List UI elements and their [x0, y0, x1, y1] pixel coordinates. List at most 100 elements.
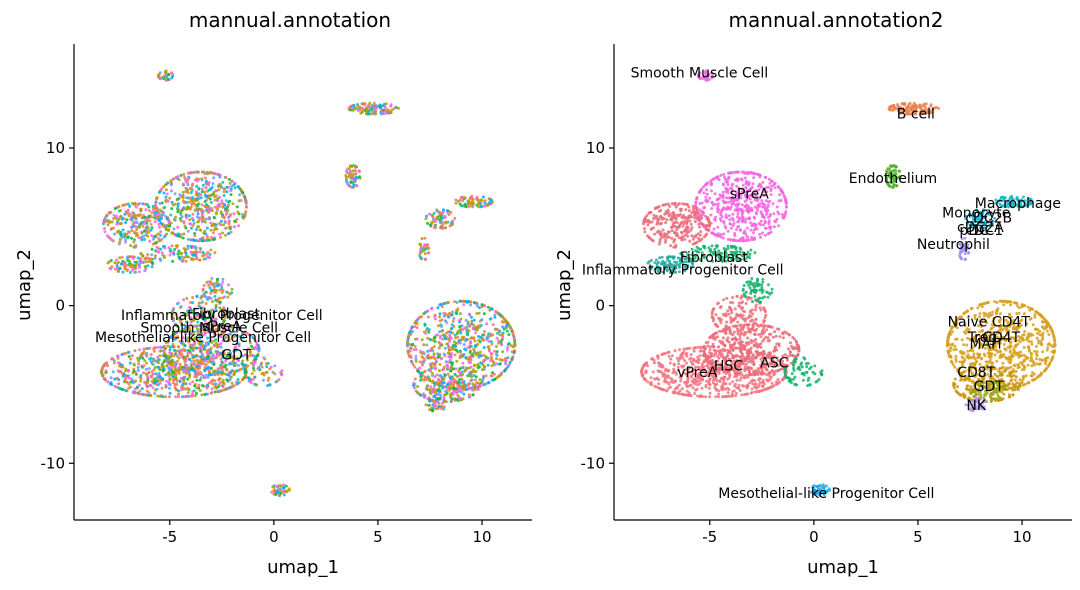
- data-point: [230, 291, 234, 295]
- data-point: [174, 373, 178, 377]
- data-point: [444, 389, 447, 393]
- data-point: [458, 385, 462, 388]
- data-point: [177, 249, 181, 253]
- data-point: [407, 333, 411, 336]
- data-point: [177, 371, 181, 375]
- data-point: [168, 345, 172, 349]
- data-point: [196, 372, 200, 376]
- data-point: [108, 382, 112, 386]
- data-point: [768, 339, 771, 342]
- data-point: [204, 302, 208, 305]
- data-point: [185, 364, 189, 367]
- data-point: [226, 386, 230, 390]
- data-point: [758, 306, 762, 310]
- data-point: [498, 358, 502, 361]
- data-point: [442, 407, 446, 411]
- data-point: [453, 344, 457, 348]
- data-point: [179, 305, 183, 309]
- data-point: [761, 388, 765, 392]
- data-point: [173, 337, 177, 341]
- data-point: [493, 313, 497, 317]
- data-point: [438, 336, 442, 340]
- data-point: [470, 315, 473, 319]
- data-point: [433, 384, 436, 388]
- data-point: [454, 367, 458, 371]
- data-point: [424, 378, 427, 382]
- data-point: [722, 395, 726, 399]
- data-point: [251, 336, 255, 339]
- data-point: [164, 228, 168, 232]
- data-point: [140, 261, 143, 264]
- data-point: [254, 383, 258, 387]
- data-point: [174, 349, 178, 353]
- data-point: [147, 367, 151, 371]
- data-point: [171, 375, 175, 379]
- data-point: [151, 362, 155, 366]
- data-point: [183, 358, 186, 362]
- data-point: [106, 364, 110, 368]
- data-point: [171, 231, 175, 235]
- data-point: [483, 199, 487, 203]
- data-point: [199, 296, 203, 300]
- data-point: [505, 323, 509, 327]
- data-point: [689, 360, 693, 364]
- data-point: [170, 315, 174, 319]
- data-point: [134, 260, 138, 264]
- data-point: [159, 213, 163, 217]
- panel-title: mannual.annotation2: [729, 8, 944, 32]
- data-point: [214, 212, 218, 216]
- data-point: [463, 196, 467, 200]
- data-point: [176, 202, 180, 206]
- data-point: [416, 391, 420, 395]
- data-point: [455, 309, 458, 313]
- data-point: [104, 220, 108, 224]
- data-point: [127, 350, 131, 354]
- data-point: [409, 346, 413, 350]
- data-point: [714, 349, 718, 353]
- data-point: [133, 387, 137, 391]
- data-point: [190, 359, 193, 363]
- data-point: [221, 213, 225, 217]
- data-point: [147, 205, 151, 209]
- data-point: [412, 348, 416, 352]
- data-point: [133, 270, 137, 274]
- data-point: [429, 385, 433, 389]
- data-point: [146, 376, 150, 380]
- data-point: [458, 381, 462, 385]
- data-point: [717, 345, 721, 349]
- data-point: [173, 202, 177, 206]
- data-point: [420, 377, 424, 381]
- data-point: [184, 226, 188, 230]
- data-point: [418, 360, 422, 364]
- data-point: [137, 264, 141, 268]
- data-point: [778, 335, 782, 339]
- data-point: [441, 333, 445, 337]
- data-point: [195, 378, 199, 382]
- data-point: [718, 329, 721, 333]
- data-point: [218, 232, 222, 236]
- data-point: [239, 368, 243, 371]
- data-point: [269, 365, 273, 369]
- data-point: [199, 315, 203, 319]
- data-point: [469, 379, 473, 383]
- data-point: [667, 386, 671, 390]
- data-point: [467, 366, 471, 370]
- data-point: [727, 312, 731, 316]
- data-point: [122, 261, 126, 265]
- data-point: [167, 220, 171, 224]
- data-point: [217, 333, 221, 336]
- data-point: [216, 197, 220, 200]
- data-point: [495, 354, 499, 357]
- data-point: [195, 228, 198, 232]
- data-point: [355, 184, 359, 188]
- data-point: [466, 357, 470, 361]
- data-point: [385, 108, 389, 112]
- data-point: [413, 377, 417, 381]
- data-point: [722, 298, 726, 302]
- cluster-label: Smooth Muscle Cell: [141, 321, 279, 337]
- data-point: [245, 376, 249, 380]
- data-point: [688, 346, 692, 350]
- data-point: [464, 205, 468, 209]
- data-point: [476, 363, 480, 367]
- data-point: [154, 365, 157, 369]
